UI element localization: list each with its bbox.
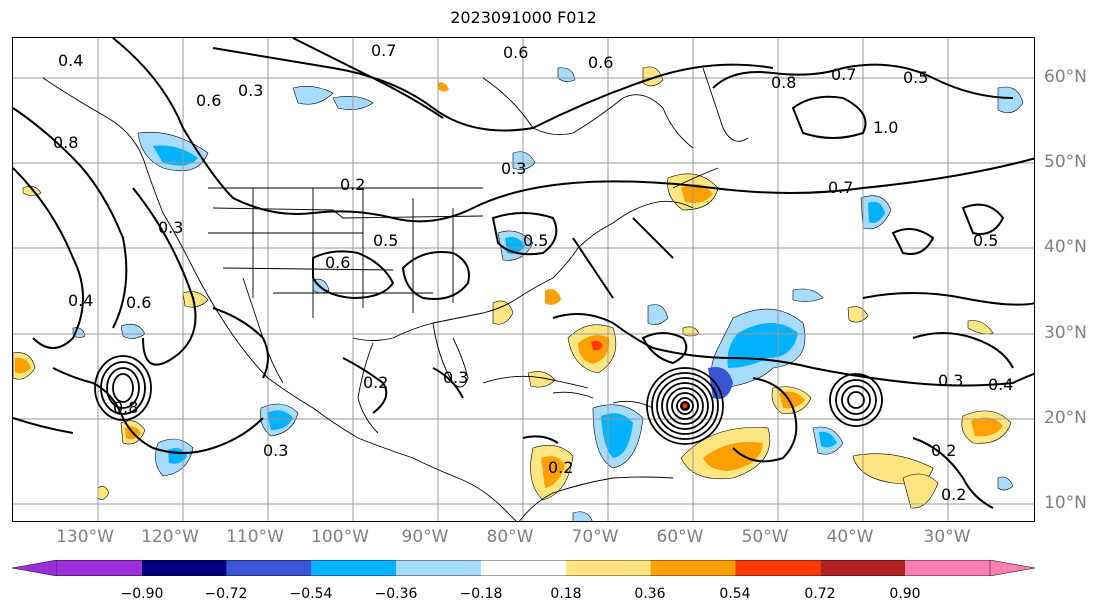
contour-label: 0.3 [501,159,526,178]
colorbar-tick: −0.54 [289,586,333,602]
contour-label: 0.6 [588,53,613,72]
contour-label: 0.2 [548,458,573,477]
lon-label: 100°W [311,527,369,547]
lat-label: 40°N [1044,237,1087,257]
lon-label: 50°W [741,527,789,547]
contour-label: 0.3 [938,371,963,390]
lon-label: 90°W [401,527,449,547]
colorbar [12,560,1035,576]
contour-label: 0.3 [263,441,288,460]
lon-label: 60°W [656,527,704,547]
contour-label: 0.6 [126,293,151,312]
contour-label: 0.5 [373,231,398,250]
lon-label: 120°W [141,527,199,547]
contour-label: 0.4 [988,375,1013,394]
colorbar-tick: 0.18 [550,586,582,602]
map-canvas: 0.4 0.7 0.6 0.6 0.8 0.5 1.0 0.3 0.2 0.3 … [13,38,1034,521]
contour-label: 1.0 [873,118,898,137]
map-panel: 0.4 0.7 0.6 0.6 0.8 0.5 1.0 0.3 0.2 0.3 … [12,37,1035,522]
colorbar-tick: −0.36 [374,586,418,602]
contour-label-group: 0.4 0.7 0.6 0.6 0.8 0.5 1.0 0.3 0.2 0.3 … [53,41,1013,504]
contour-label: 0.2 [931,441,956,460]
contour-label: 0.4 [68,291,93,310]
lat-label: 10°N [1044,493,1087,513]
contour-label: 0.7 [371,41,396,60]
lon-label: 130°W [56,527,114,547]
map-title: 2023091000 F012 [450,8,597,27]
contour-label: 0.8 [113,398,138,417]
contour-label: 0.5 [903,68,928,87]
contour-label: 0.8 [53,133,78,152]
colorbar-tick: −0.18 [459,586,503,602]
contour-label: 0.3 [443,368,468,387]
colorbar-segment [12,560,58,576]
colorbar-segment [565,560,651,576]
colorbar-segment [820,560,905,576]
colorbar-segment [141,560,227,576]
contour-label: 0.2 [363,373,388,392]
contour-label: 0.8 [771,73,796,92]
lon-label: 40°W [826,527,874,547]
contour-label: 0.7 [831,65,856,84]
colorbar-segment [396,560,481,576]
contour-label: 0.7 [828,178,853,197]
lon-label: 30°W [923,527,971,547]
colorbar-tick: 0.54 [719,586,751,602]
coastlines [42,67,749,521]
colorbar-tick: 0.72 [804,586,836,602]
contour-label: 0.3 [158,218,183,237]
contour-label: 0.6 [503,43,528,62]
colorbar-tick: 0.36 [634,586,666,602]
colorbar-segment [650,560,736,576]
shaded-field [13,66,1024,521]
lon-label: 70°W [571,527,619,547]
lat-label: 60°N [1044,67,1087,87]
colorbar-tick: −0.90 [120,586,164,602]
lat-label: 50°N [1044,152,1087,172]
contour-label: 0.2 [340,175,365,194]
contour-lines [13,38,1034,509]
colorbar-segment [226,560,312,576]
contour-label: 0.4 [58,51,83,70]
lat-label: 30°N [1044,323,1087,343]
lon-label: 80°W [486,527,534,547]
colorbar-segment [905,560,990,576]
contour-label: 0.2 [941,485,966,504]
contour-label: 0.3 [238,81,263,100]
lon-label: 110°W [226,527,284,547]
colorbar-tick: 0.90 [889,586,921,602]
colorbar-segment [989,560,1035,576]
colorbar-tick: −0.72 [204,586,248,602]
colorbar-segment [311,560,397,576]
graticule [13,38,1034,521]
lat-label: 20°N [1044,408,1087,428]
contour-label: 0.5 [973,231,998,250]
colorbar-segment [57,560,142,576]
cyclone-rings [94,355,883,445]
colorbar-segment [481,560,566,576]
contour-label: 0.5 [523,231,548,250]
contour-label: 0.6 [325,253,350,272]
colorbar-segment [735,560,821,576]
cyclone-core [680,401,690,411]
contour-label: 0.6 [196,91,221,110]
